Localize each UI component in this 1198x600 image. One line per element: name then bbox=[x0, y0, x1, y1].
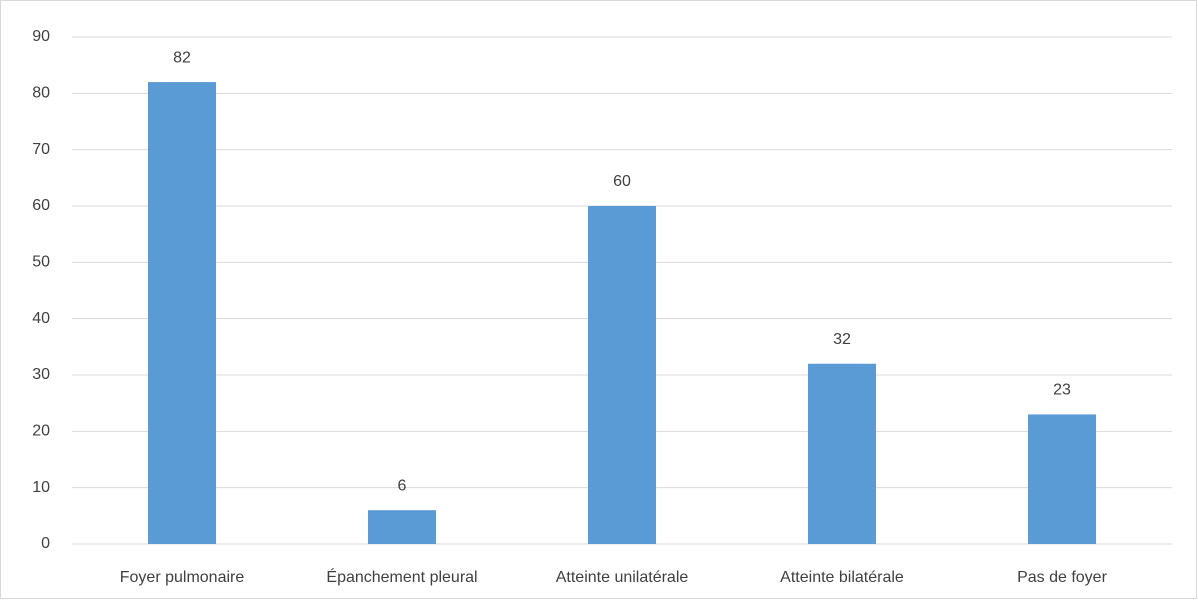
value-label: 23 bbox=[1053, 382, 1071, 399]
y-tick-label: 0 bbox=[41, 535, 50, 552]
y-tick-label: 80 bbox=[32, 85, 50, 102]
y-tick-label: 50 bbox=[32, 254, 50, 271]
x-tick-label: Foyer pulmonaire bbox=[120, 569, 245, 586]
x-tick-label: Atteinte unilatérale bbox=[556, 569, 689, 586]
y-tick-label: 60 bbox=[32, 197, 50, 214]
x-tick-label: Épanchement pleural bbox=[326, 567, 477, 586]
bar bbox=[1028, 414, 1096, 544]
value-label: 60 bbox=[613, 173, 631, 190]
bar bbox=[368, 510, 436, 544]
bar bbox=[148, 82, 216, 545]
value-label: 6 bbox=[398, 477, 407, 494]
x-tick-label: Atteinte bilatérale bbox=[780, 569, 904, 586]
x-tick-label: Pas de foyer bbox=[1017, 569, 1108, 586]
value-label: 82 bbox=[173, 49, 191, 66]
value-label: 32 bbox=[833, 331, 851, 348]
y-tick-label: 30 bbox=[32, 366, 50, 383]
y-tick-label: 20 bbox=[32, 423, 50, 440]
bar bbox=[588, 206, 656, 544]
y-tick-label: 40 bbox=[32, 310, 50, 327]
y-tick-label: 90 bbox=[32, 28, 50, 45]
bar bbox=[808, 363, 876, 544]
y-tick-label: 10 bbox=[32, 479, 50, 496]
y-tick-label: 70 bbox=[32, 141, 50, 158]
